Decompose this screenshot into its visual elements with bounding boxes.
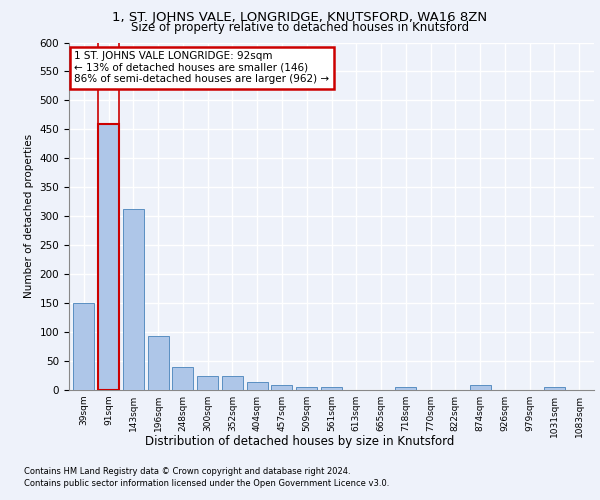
Text: Distribution of detached houses by size in Knutsford: Distribution of detached houses by size … xyxy=(145,435,455,448)
Bar xyxy=(148,336,169,390)
Bar xyxy=(321,386,342,390)
Bar xyxy=(172,367,193,390)
Text: 1, ST. JOHNS VALE, LONGRIDGE, KNUTSFORD, WA16 8ZN: 1, ST. JOHNS VALE, LONGRIDGE, KNUTSFORD,… xyxy=(112,11,488,24)
Text: Size of property relative to detached houses in Knutsford: Size of property relative to detached ho… xyxy=(131,22,469,35)
Bar xyxy=(395,387,416,390)
Y-axis label: Number of detached properties: Number of detached properties xyxy=(24,134,34,298)
Bar xyxy=(197,376,218,390)
Text: Contains public sector information licensed under the Open Government Licence v3: Contains public sector information licen… xyxy=(24,479,389,488)
Bar xyxy=(98,124,119,390)
Bar xyxy=(73,303,94,390)
Bar xyxy=(222,376,243,390)
Bar xyxy=(123,208,144,390)
Text: 1 ST. JOHNS VALE LONGRIDGE: 92sqm
← 13% of detached houses are smaller (146)
86%: 1 ST. JOHNS VALE LONGRIDGE: 92sqm ← 13% … xyxy=(74,51,329,84)
Text: Contains HM Land Registry data © Crown copyright and database right 2024.: Contains HM Land Registry data © Crown c… xyxy=(24,468,350,476)
Bar xyxy=(544,387,565,390)
Bar xyxy=(470,386,491,390)
Bar xyxy=(247,382,268,390)
Bar xyxy=(271,386,292,390)
Bar xyxy=(296,386,317,390)
